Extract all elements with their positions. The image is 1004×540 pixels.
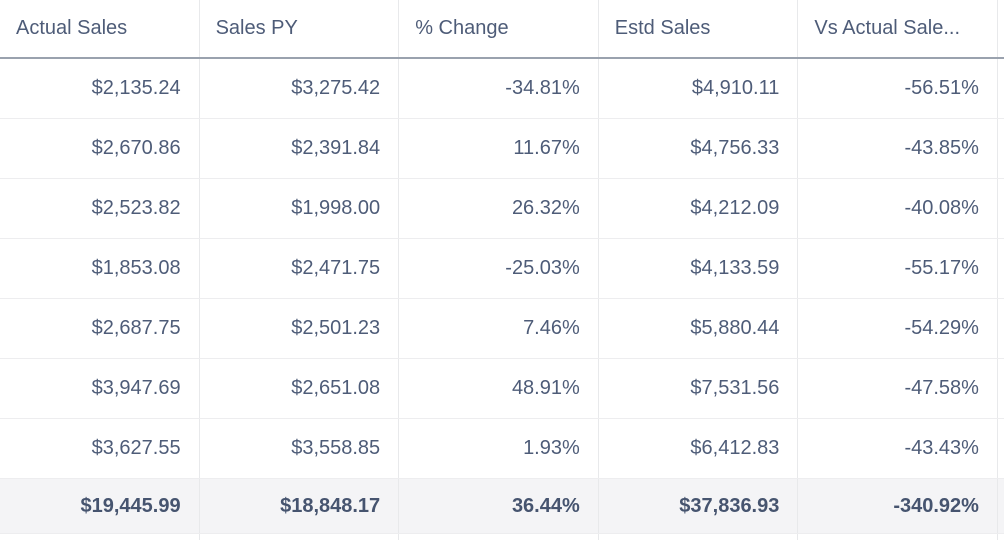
table-cell: -56.51%	[798, 59, 998, 118]
table-cell: $2,687.75	[0, 299, 200, 358]
table-cell: 11.67%	[399, 119, 599, 178]
table-cell: 7.46%	[399, 299, 599, 358]
table-body: $2,135.24 $3,275.42 -34.81% $4,910.11 -56.51…	[0, 59, 1004, 479]
table-partial-next-row	[0, 534, 1004, 540]
table-cell: $7,531.56	[599, 359, 799, 418]
total-cell: $18,848.17	[200, 479, 400, 533]
table-cell: -43.43%	[798, 419, 998, 478]
table-edge-filler-cell	[998, 179, 1004, 238]
table-row: $2,670.86 $2,391.84 11.67% $4,756.33 -43.85%	[0, 119, 1004, 179]
table-cell-clipped	[798, 534, 998, 540]
table-cell-clipped	[399, 534, 599, 540]
table-cell-clipped	[599, 534, 799, 540]
table-cell: $4,133.59	[599, 239, 799, 298]
table-cell: $2,135.24	[0, 59, 200, 118]
table-cell: $1,853.08	[0, 239, 200, 298]
table-row: $1,853.08 $2,471.75 -25.03% $4,133.59 -55.17…	[0, 239, 1004, 299]
table-cell: -40.08%	[798, 179, 998, 238]
column-header[interactable]: Sales PY	[200, 0, 400, 57]
table-row: $2,523.82 $1,998.00 26.32% $4,212.09 -40.08%	[0, 179, 1004, 239]
table-cell: $3,947.69	[0, 359, 200, 418]
table-cell: $3,558.85	[200, 419, 400, 478]
table-edge-filler-cell	[998, 419, 1004, 478]
table-cell: -55.17%	[798, 239, 998, 298]
table-header-row: Actual Sales Sales PY% Change Estd Sales Vs…	[0, 0, 1004, 59]
table-row: $2,687.75 $2,501.23 7.46% $5,880.44 -54.29%	[0, 299, 1004, 359]
table-cell: $4,910.11	[599, 59, 799, 118]
table-cell: -43.85%	[798, 119, 998, 178]
column-header[interactable]: % Change	[399, 0, 599, 57]
table-cell: -47.58%	[798, 359, 998, 418]
table-cell: $3,627.55	[0, 419, 200, 478]
table-row: $3,627.55 $3,558.85 1.93% $6,412.83 -43.43%	[0, 419, 1004, 479]
table-edge-filler-cell	[998, 299, 1004, 358]
column-header[interactable]: Vs Actual Sale...	[798, 0, 998, 57]
total-cell: -340.92%	[798, 479, 998, 533]
total-cell: 36.44%	[399, 479, 599, 533]
table-edge-filler-cell	[998, 239, 1004, 298]
table-cell-clipped	[200, 534, 400, 540]
table-cell: $2,523.82	[0, 179, 200, 238]
table-edge-filler-cell	[998, 534, 1004, 540]
table-cell: $3,275.42	[200, 59, 400, 118]
table-cell: $2,501.23	[200, 299, 400, 358]
table-cell: $5,880.44	[599, 299, 799, 358]
table-cell: $1,998.00	[200, 179, 400, 238]
table-cell: $2,391.84	[200, 119, 400, 178]
table-cell: -54.29%	[798, 299, 998, 358]
table-cell: 48.91%	[399, 359, 599, 418]
table-cell: $2,471.75	[200, 239, 400, 298]
table-edge-filler-cell	[998, 359, 1004, 418]
total-cell: $19,445.99	[0, 479, 200, 533]
table-cell: $4,212.09	[599, 179, 799, 238]
table-cell: $4,756.33	[599, 119, 799, 178]
table-cell: -25.03%	[399, 239, 599, 298]
table-cell: $2,651.08	[200, 359, 400, 418]
table-cell: $2,670.86	[0, 119, 200, 178]
table-cell: 26.32%	[399, 179, 599, 238]
column-header[interactable]: Actual Sales	[0, 0, 200, 57]
table-cell-clipped	[0, 534, 200, 540]
table-edge-filler-cell	[998, 119, 1004, 178]
table-cell: 1.93%	[399, 419, 599, 478]
total-cell: $37,836.93	[599, 479, 799, 533]
table-cell: -34.81%	[399, 59, 599, 118]
table-cell: $6,412.83	[599, 419, 799, 478]
table-row: $3,947.69 $2,651.08 48.91% $7,531.56 -47.58%	[0, 359, 1004, 419]
column-header[interactable]: Estd Sales	[599, 0, 799, 57]
table-row: $2,135.24 $3,275.42 -34.81% $4,910.11 -56.51…	[0, 59, 1004, 119]
table-edge-filler-cell	[998, 0, 1004, 57]
table-total-row: $19,445.99 $18,848.17 36.44% $37,836.93 -340…	[0, 479, 1004, 534]
table-edge-filler-cell	[998, 59, 1004, 118]
table-edge-filler-cell	[998, 479, 1004, 533]
